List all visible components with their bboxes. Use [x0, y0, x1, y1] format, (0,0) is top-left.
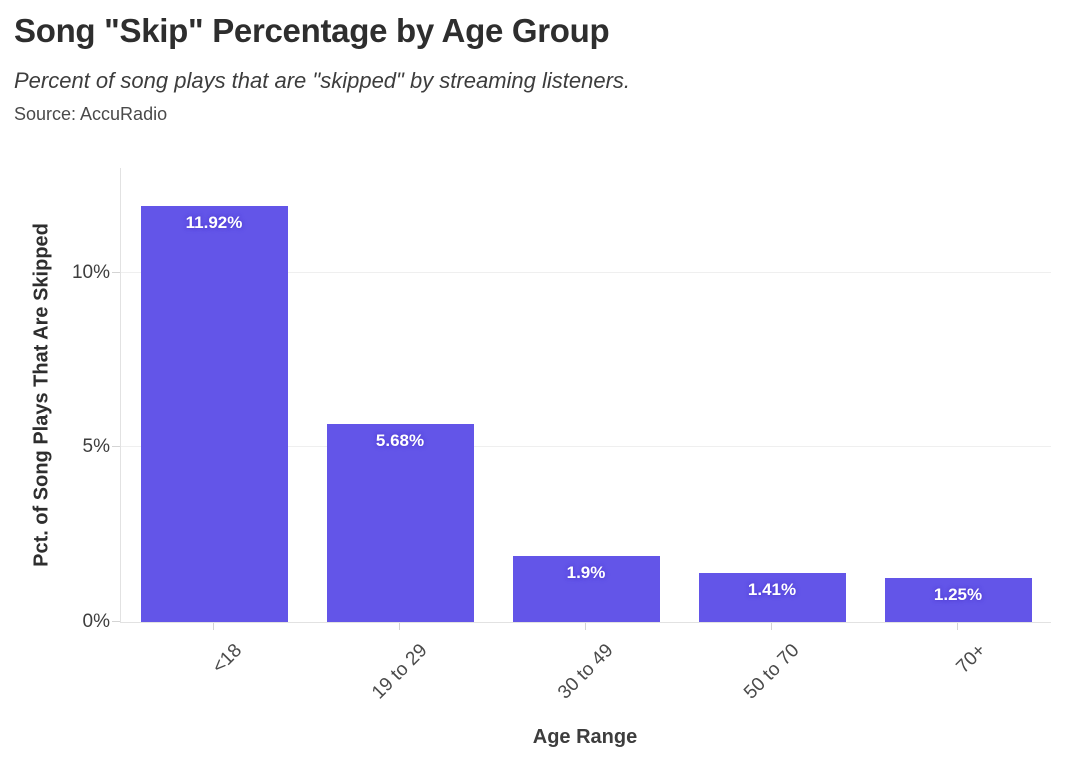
plot-area: 11.92% 5.68% 1.9% 1.41% 1.25% [120, 168, 1051, 623]
x-tick-label: 30 to 49 [554, 640, 618, 704]
x-tick-label: 70+ [952, 640, 990, 678]
bar-1: 5.68% [326, 423, 474, 622]
y-axis-ticks: 0% 5% 10% [0, 168, 120, 632]
x-axis-title: Age Range [532, 726, 638, 748]
bar-2: 1.9% [512, 555, 660, 622]
y-tick-mark [112, 271, 120, 273]
x-tick-label: 19 to 29 [368, 640, 432, 704]
bar-4: 1.25% [884, 578, 1032, 622]
gridline-5% [121, 446, 1051, 448]
x-tick-mark [213, 623, 214, 630]
bar-value-label: 1.25% [933, 585, 983, 605]
chart-title: Song "Skip" Percentage by Age Group [14, 12, 610, 49]
y-tick-mark [112, 446, 120, 448]
bar-value-label: 1.9% [566, 562, 606, 582]
y-tick-label: 10% [71, 261, 110, 283]
y-tick-mark [112, 621, 120, 622]
bar-value-label: 1.41% [747, 579, 797, 599]
bar-value-label: 11.92% [185, 212, 243, 232]
x-tick-label: 50 to 70 [740, 640, 804, 704]
chart-subtitle: Percent of song plays that are "skipped"… [14, 68, 631, 93]
bar-value-label: 5.68% [375, 430, 425, 450]
gridline-10% [121, 271, 1051, 273]
y-tick-label: 5% [82, 436, 110, 458]
x-axis-labels: <18 19 to 29 30 to 49 50 to 70 70+ [120, 622, 1050, 752]
bar-3: 1.41% [698, 572, 846, 622]
x-tick-mark [957, 623, 958, 630]
x-tick-mark [585, 623, 586, 630]
bar-0: 11.92% [140, 205, 288, 622]
y-tick-label: 0% [82, 611, 110, 632]
x-tick-mark [771, 623, 772, 630]
source-note: Source: AccuRadio [14, 104, 168, 124]
x-tick-label: <18 [208, 640, 246, 678]
x-tick-mark [399, 623, 400, 630]
